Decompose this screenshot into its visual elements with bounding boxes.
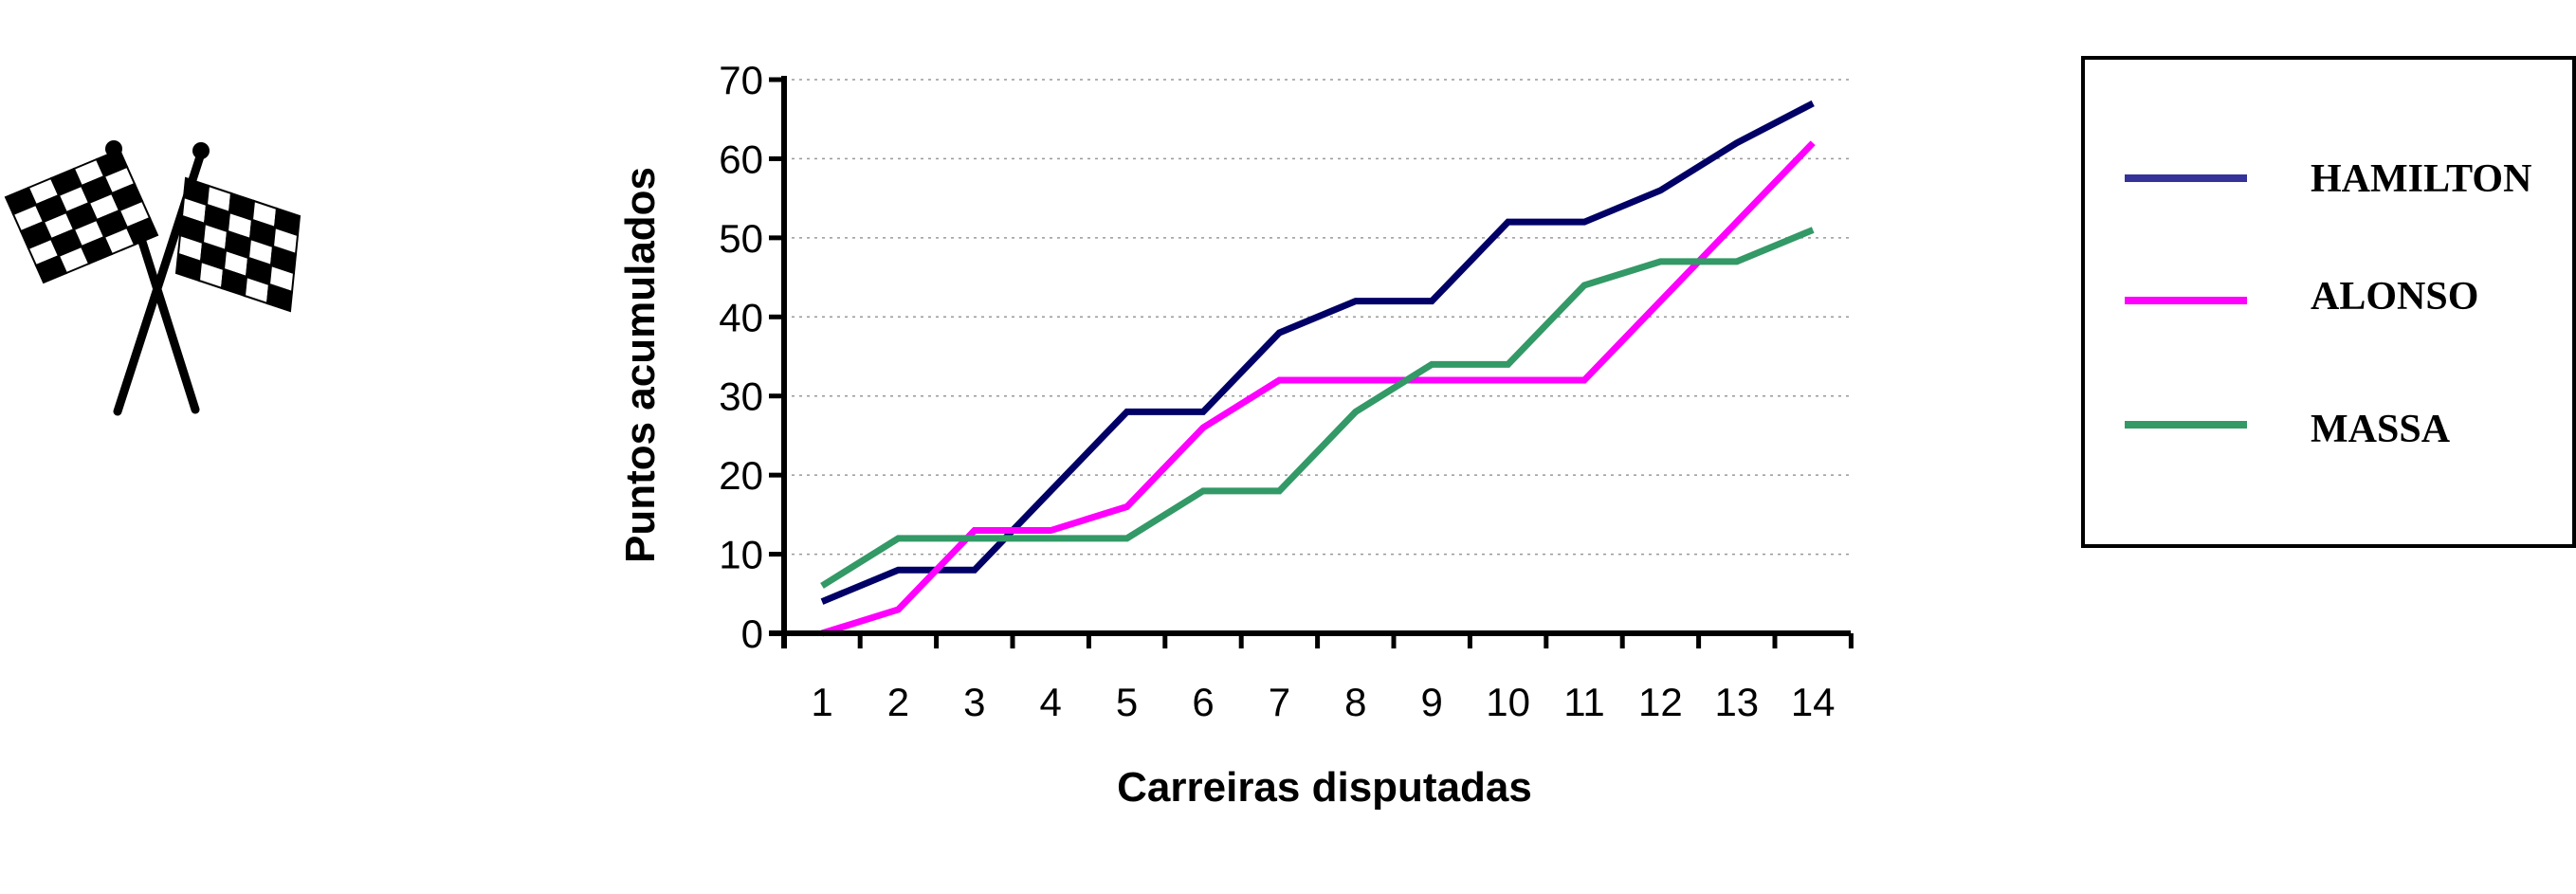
axes <box>769 76 1851 648</box>
series-lines <box>820 100 1816 637</box>
x-axis-title: Carreiras disputadas <box>1117 764 1532 811</box>
series-line-hamilton <box>820 100 1815 605</box>
y-axis-title: Puntos acumulados <box>617 167 664 563</box>
x-tick-label: 7 <box>1269 680 1290 724</box>
x-tick-label: 1 <box>811 680 832 724</box>
series-line-massa <box>820 227 1815 589</box>
series-line-alonso <box>820 140 1816 637</box>
x-tick-label: 9 <box>1421 680 1443 724</box>
x-tick-label: 4 <box>1040 680 1062 724</box>
legend-label: HAMILTON <box>2311 157 2531 201</box>
legend-label: MASSA <box>2311 408 2451 451</box>
x-tick-label: 6 <box>1192 680 1214 724</box>
x-tick-label: 8 <box>1344 680 1366 724</box>
y-tick-label: 40 <box>719 295 763 339</box>
y-tick-label: 70 <box>719 58 763 102</box>
x-axis-ticks: 1 2 3 4 5 6 7 8 9 10 11 12 13 14 <box>811 633 1854 724</box>
x-tick-label: 13 <box>1714 680 1759 724</box>
y-tick-label: 60 <box>719 137 763 181</box>
x-tick-label: 10 <box>1486 680 1530 724</box>
x-tick-label: 2 <box>887 680 909 724</box>
y-axis-ticks: 0 10 20 30 40 50 60 70 <box>719 58 784 656</box>
checkered-flags-icon <box>4 140 301 416</box>
x-tick-label: 3 <box>963 680 985 724</box>
y-tick-label: 0 <box>741 611 763 656</box>
y-tick-label: 50 <box>719 216 763 261</box>
x-tick-label: 12 <box>1638 680 1683 724</box>
y-tick-label: 20 <box>719 453 763 498</box>
x-tick-label: 5 <box>1116 680 1138 724</box>
flag-check <box>265 283 294 313</box>
legend-label: ALONSO <box>2311 275 2478 319</box>
x-tick-label: 11 <box>1563 680 1605 724</box>
x-tick-label: 14 <box>1791 680 1836 724</box>
legend: HAMILTON ALONSO MASSA <box>2125 157 2531 451</box>
y-tick-label: 10 <box>719 533 763 577</box>
flag-check <box>125 216 159 246</box>
flag-pole-cap <box>192 142 210 159</box>
y-tick-label: 30 <box>719 374 763 419</box>
